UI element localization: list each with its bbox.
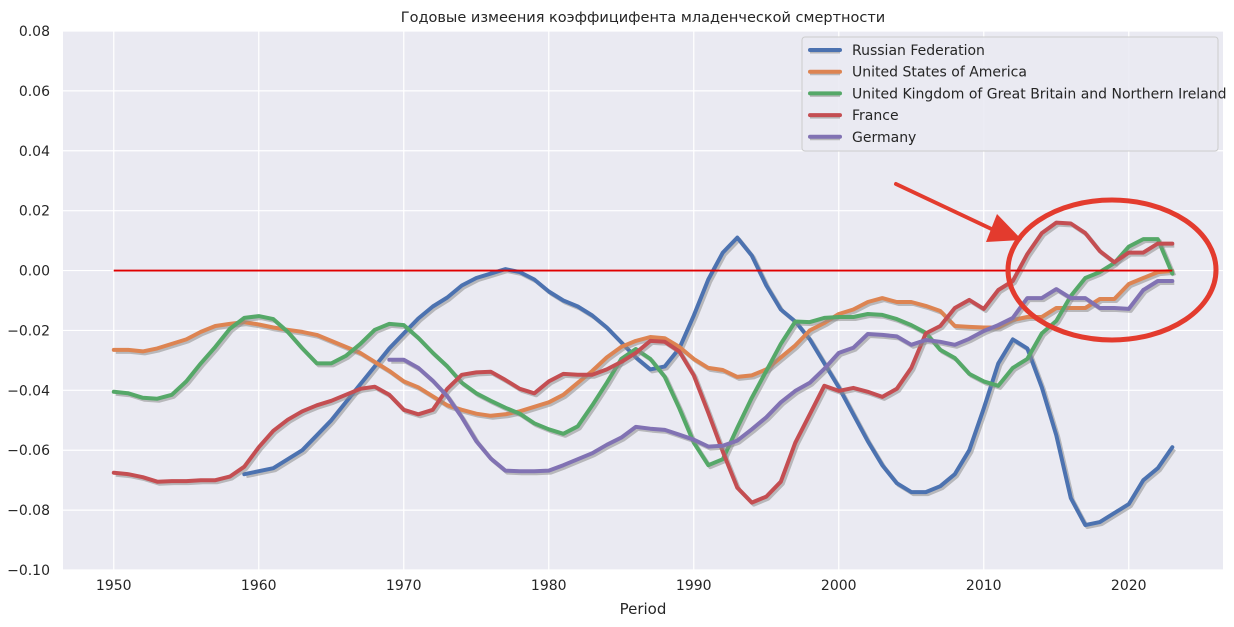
x-tick-label: 1960 (241, 578, 277, 594)
chart-title: Годовые измеения коэффицифента младенчес… (401, 10, 885, 26)
x-tick-label: 2010 (966, 578, 1002, 594)
x-tick-label: 1950 (96, 578, 132, 594)
y-tick-label: 0.02 (19, 204, 50, 220)
series-lines (111, 220, 1177, 530)
series-line (111, 220, 1175, 505)
y-tick-label: −0.08 (7, 503, 50, 519)
legend-entry-label: Germany (852, 130, 916, 146)
x-tick-label: 1980 (531, 578, 567, 594)
series-shadow (115, 222, 1175, 507)
x-tick-label: 2000 (821, 578, 857, 594)
legend: Russian Federation United States of Ameri… (801, 36, 1227, 152)
highlight-arrow-head (986, 214, 1022, 242)
highlight-annotation (894, 182, 1219, 343)
highlight-arrow-shaft (894, 182, 1002, 235)
y-tick-label: 0.00 (19, 264, 50, 280)
x-axis-label: Period (620, 600, 667, 618)
y-tick-label: −0.04 (7, 383, 50, 399)
highlight-ellipse (1005, 197, 1219, 343)
legend-entry-label: United Kingdom of Great Britain and Nort… (852, 86, 1227, 102)
y-tick-label: 0.08 (19, 24, 50, 40)
legend-entry-label: Russian Federation (852, 43, 985, 59)
legend-entry-label: United States of America (852, 65, 1027, 81)
series-line (387, 279, 1175, 474)
y-tick-labels: −0.10 −0.08 −0.06 −0.04 −0.02 0.00 0.02 0.04 0.0… (7, 24, 50, 579)
y-tick-label: −0.10 (7, 563, 50, 579)
legend-entry-label: France (852, 108, 899, 124)
legend-box (801, 36, 1219, 152)
y-tick-label: −0.02 (7, 323, 50, 339)
x-tick-label: 2020 (1111, 578, 1147, 594)
x-tick-label: 1970 (386, 578, 422, 594)
series-line (111, 237, 1175, 468)
x-tick-label: 1990 (676, 578, 712, 594)
y-tick-label: −0.06 (7, 443, 50, 459)
y-tick-label: 0.06 (19, 84, 50, 100)
y-tick-label: 0.04 (19, 144, 50, 160)
x-tick-labels: 1950 1960 1970 1980 1990 2000 2010 2020 (96, 578, 1147, 594)
series-line (242, 235, 1175, 528)
